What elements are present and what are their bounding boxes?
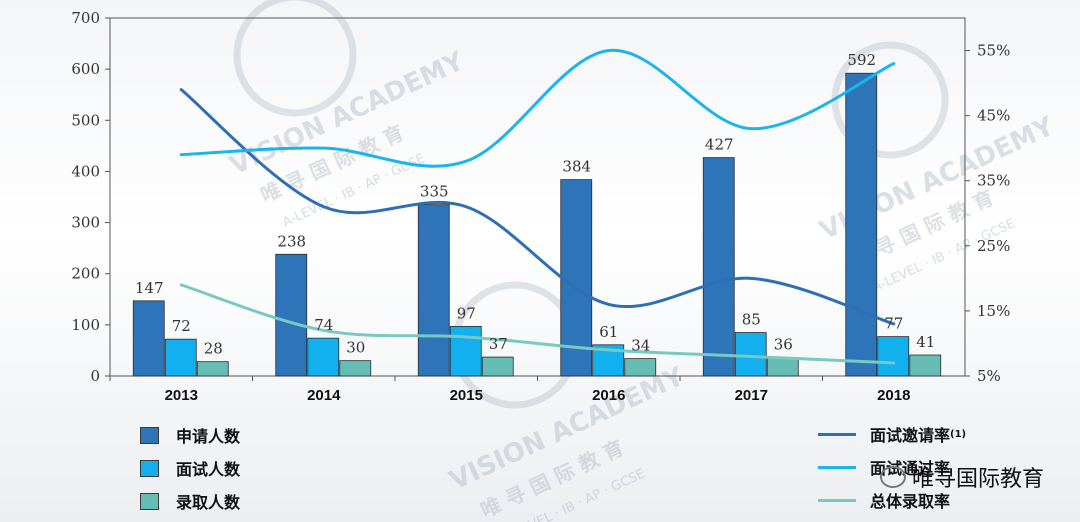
category-label: 2014: [307, 387, 341, 404]
bars-layer: [132, 72, 942, 377]
bar-0-2014: [275, 253, 308, 377]
data-label: 427: [705, 136, 734, 154]
left-tick-label: 600: [71, 60, 100, 78]
legend-label: 录取人数: [176, 493, 241, 512]
data-label: 61: [599, 323, 618, 341]
data-label: 41: [916, 333, 935, 351]
bar-2-2013: [196, 361, 229, 377]
right-axis: 5% 15% 25% 35% 45% 55%: [965, 42, 1010, 385]
category-axis: 2013 2014 2015 2016 2017 2018: [109, 376, 910, 404]
wechat-icon: [879, 466, 906, 488]
category-label: 2018: [877, 387, 910, 404]
legend-item-interviewed: 面试人数: [140, 456, 240, 480]
bar-0-2015: [417, 204, 450, 377]
footer-brand-text: 唯寻国际教育: [911, 467, 1044, 492]
bar-1-2018: [877, 336, 910, 377]
bar-2-2015: [481, 356, 514, 377]
bar-2-2018: [909, 354, 942, 377]
bar-0-2018: [845, 72, 878, 377]
right-tick-label: 35%: [977, 172, 1010, 190]
left-tick-label: 0: [90, 367, 100, 385]
category-label: 2015: [450, 387, 483, 404]
data-label: 37: [489, 335, 508, 353]
footer-brand: 唯寻国际教育: [879, 461, 1044, 493]
right-tick-label: 5%: [977, 367, 1001, 385]
bar-2-2016: [624, 358, 657, 377]
bar-1-2014: [307, 337, 340, 377]
bar-1-2013: [164, 338, 197, 377]
left-tick-label: 100: [71, 316, 100, 334]
legend-line: [818, 498, 856, 502]
line-series-1: [179, 49, 896, 168]
data-label: 592: [847, 51, 876, 69]
bar-0-2017: [702, 157, 735, 377]
data-label: 77: [884, 315, 903, 333]
legend-item-interview-invite-rate: 面试邀请率 (1): [818, 422, 966, 446]
legend-label: 面试人数: [176, 460, 241, 479]
legend-item-applicants: 申请人数: [140, 423, 240, 447]
bar-1-2015: [449, 325, 482, 377]
data-label: 85: [742, 311, 761, 329]
left-tick-label: 400: [71, 162, 100, 180]
left-axis: 0 100 200 300 400 500 600 700: [71, 9, 110, 385]
legend-swatch: [140, 459, 159, 477]
data-label: 36: [774, 336, 793, 354]
bar-1-2017: [734, 332, 767, 377]
data-labels-layer: 147 238 335 384 427 592 72 74 97 61 85 77 28 30 37 34 36…: [135, 51, 935, 357]
data-label: 384: [562, 158, 591, 176]
data-label: 28: [204, 340, 223, 358]
bar-2-2017: [766, 357, 799, 377]
line-series-0: [179, 88, 896, 326]
watermark-logo-icon: [233, 0, 357, 117]
data-label: 97: [457, 304, 476, 322]
right-tick-label: 55%: [977, 42, 1010, 60]
data-label: 238: [277, 232, 306, 250]
legend-item-admitted: 录取人数: [140, 489, 240, 513]
bar-2-2014: [339, 360, 372, 377]
left-tick-label: 300: [71, 214, 100, 232]
left-tick-label: 200: [71, 265, 100, 283]
legend-swatch: [140, 492, 159, 510]
line-series-2: [179, 283, 896, 365]
right-tick-label: 45%: [977, 107, 1010, 125]
right-tick-label: 25%: [977, 237, 1010, 255]
data-label: 147: [135, 279, 164, 297]
lines-layer: [179, 49, 896, 365]
legend-label: 总体录取率: [870, 492, 951, 511]
legend-swatch: [140, 426, 159, 444]
category-label: 2016: [592, 387, 625, 404]
data-label: 72: [172, 317, 191, 335]
right-tick-label: 15%: [977, 302, 1010, 320]
data-label: 74: [314, 316, 333, 334]
legend-line: [818, 465, 856, 469]
data-label: 30: [346, 339, 365, 357]
data-label: 34: [631, 337, 650, 355]
data-label: 335: [420, 183, 449, 201]
left-tick-label: 500: [71, 111, 100, 129]
legend-label: 申请人数: [176, 427, 241, 446]
legend-item-overall-admission-rate: 总体录取率: [818, 488, 950, 512]
legend-footnote: (1): [950, 428, 967, 440]
legend-line: [818, 432, 856, 436]
legend-label: 面试邀请率: [870, 426, 951, 445]
bar-0-2013: [132, 300, 165, 377]
left-tick-label: 700: [71, 9, 100, 27]
category-label: 2017: [735, 387, 768, 404]
category-label: 2013: [165, 387, 198, 404]
